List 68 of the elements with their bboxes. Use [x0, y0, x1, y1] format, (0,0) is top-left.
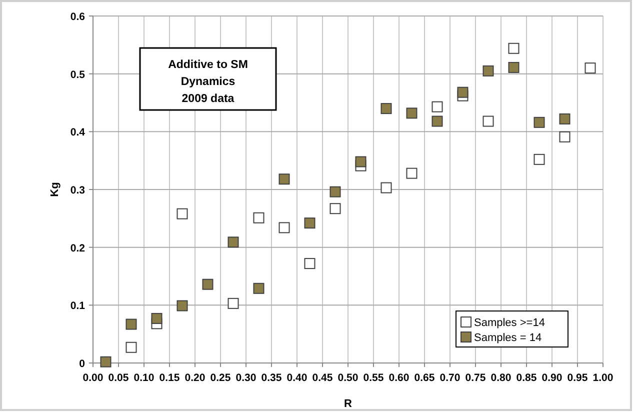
point — [304, 218, 316, 229]
point — [253, 212, 264, 224]
point — [482, 65, 494, 76]
y-axis-title: Kg — [49, 182, 61, 197]
point — [202, 278, 214, 290]
x-tick-label: 0.10 — [134, 372, 154, 384]
point — [126, 318, 137, 330]
text-box: Additive to SM Dynamics 2009 data — [139, 47, 277, 111]
y-tick-label: 0.2 — [70, 242, 86, 254]
point — [559, 113, 570, 124]
x-tick-label: 0.05 — [108, 372, 129, 384]
x-tick-label: 0.35 — [261, 372, 282, 384]
x-tick-label: 0.25 — [210, 372, 231, 384]
x-tick-label: 0.30 — [236, 372, 256, 384]
point — [534, 116, 545, 128]
point — [228, 236, 239, 248]
legend-label: Samples = 14 — [474, 332, 542, 344]
x-tick-label: 0.20 — [184, 372, 206, 384]
point — [534, 154, 545, 165]
point — [304, 258, 316, 270]
point — [406, 108, 418, 119]
y-tick-label: 0.3 — [70, 184, 86, 196]
point — [432, 101, 443, 112]
x-tick-label: 0.85 — [516, 372, 537, 384]
x-axis-title: R — [344, 398, 352, 410]
y-tick-label: 0 — [79, 358, 86, 370]
x-tick-label: 0.65 — [414, 372, 435, 384]
point — [508, 62, 520, 73]
x-tick-label: 0.50 — [338, 372, 358, 384]
x-tick-label: 0.55 — [363, 372, 384, 384]
x-tick-label: 0.60 — [388, 372, 410, 384]
x-tick-label: 0.95 — [567, 372, 588, 384]
x-tick-label: 0.70 — [440, 372, 460, 384]
x-tick-label: 0.90 — [542, 372, 562, 384]
point — [584, 62, 596, 74]
point — [482, 116, 494, 127]
point — [380, 182, 392, 194]
y-tick-label: 0.4 — [70, 126, 86, 139]
point — [559, 131, 570, 142]
x-tick-label: 0.80 — [490, 372, 512, 384]
point — [278, 174, 290, 185]
x-tick-label: 0.15 — [159, 372, 180, 384]
point — [176, 300, 188, 312]
point — [330, 186, 341, 198]
legend-label: Samples >=14 — [474, 317, 545, 329]
x-tick-label: 0.00 — [82, 372, 104, 384]
annotation: Additive to SM Dynamics 2009 data — [168, 59, 248, 105]
point — [380, 103, 392, 114]
x-tick-label: 0.40 — [286, 372, 308, 384]
point — [100, 356, 112, 368]
point — [457, 86, 468, 98]
y-tick-label: 0.5 — [70, 68, 86, 81]
x-tick-label: 0.45 — [312, 372, 333, 384]
point — [126, 342, 137, 353]
point — [355, 156, 366, 168]
point — [176, 208, 188, 220]
point — [151, 312, 162, 324]
point — [406, 168, 418, 179]
point — [228, 298, 239, 309]
y-tick-label: 0.6 — [70, 11, 86, 23]
point — [508, 42, 520, 54]
point — [253, 282, 264, 294]
x-tick-label: 1.00 — [592, 372, 614, 384]
point — [278, 222, 290, 234]
point — [432, 116, 443, 127]
y-tick-label: 0.1 — [70, 300, 86, 312]
point — [330, 203, 341, 214]
x-tick-label: 0.75 — [465, 372, 486, 384]
